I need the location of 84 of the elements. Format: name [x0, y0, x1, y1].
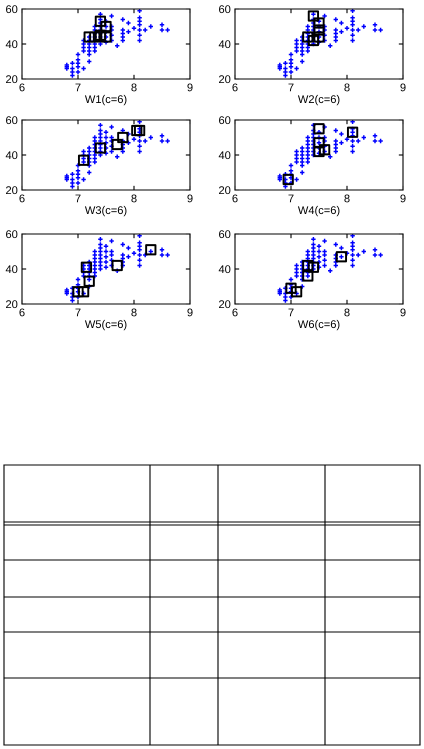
point	[112, 138, 123, 150]
x-tick-label: 9	[187, 308, 193, 316]
point	[336, 251, 348, 262]
y-tick-label: 60	[6, 5, 18, 14]
point	[318, 144, 330, 156]
point	[100, 20, 112, 32]
x-tick-label: 6	[19, 83, 25, 92]
x-tick-label: 9	[187, 83, 193, 92]
y-tick-label: 60	[219, 116, 230, 124]
x-tick-label: 7	[75, 308, 81, 316]
x-tick-label: 6	[19, 308, 25, 316]
x-tick-label: 7	[288, 308, 294, 316]
x-tick-label: 8	[131, 308, 137, 316]
x-tick-label: 6	[232, 83, 238, 92]
point	[134, 124, 146, 136]
y-tick-label: 60	[6, 230, 18, 238]
y-tick-label: 20	[219, 300, 230, 308]
y-tick-label: 40	[218, 265, 230, 274]
y-tick-label: 20	[6, 186, 18, 194]
point	[282, 174, 294, 186]
point	[346, 126, 358, 138]
point	[308, 10, 320, 22]
y-tick-label: 60	[219, 5, 230, 14]
y-tick-label: 40	[218, 151, 230, 160]
point	[313, 31, 325, 43]
point	[131, 124, 142, 136]
x-tick-label: 8	[344, 194, 350, 202]
y-tick-label: 20	[6, 75, 18, 84]
x-tick-label: 7	[288, 84, 294, 92]
x-axis-title: W2(c=6)	[298, 94, 340, 106]
point	[313, 137, 325, 148]
x-tick-label: 9	[187, 194, 193, 202]
point	[94, 30, 106, 41]
x-tick-label: 8	[344, 308, 350, 316]
point	[94, 142, 106, 154]
x-tick-label: 6	[19, 194, 25, 202]
point	[302, 270, 314, 282]
y-tick-label: 60	[219, 230, 230, 238]
point	[84, 276, 95, 287]
point	[94, 16, 106, 27]
y-tick-label: 40	[6, 265, 18, 274]
y-tick-label: 40	[6, 151, 18, 160]
x-tick-label: 8	[131, 83, 137, 92]
x-tick-label: 8	[131, 194, 137, 202]
point	[78, 286, 90, 298]
x-tick-label: 6	[232, 194, 238, 202]
x-tick-label: 7	[75, 194, 81, 202]
x-tick-label: 8	[344, 83, 350, 92]
y-tick-label: 40	[6, 40, 18, 48]
point	[117, 132, 128, 144]
x-tick-label: 6	[232, 308, 238, 316]
x-tick-label: 9	[400, 83, 406, 92]
point	[302, 260, 314, 272]
point	[313, 17, 325, 29]
x-tick-label: 7	[288, 194, 294, 202]
y-tick-label: 20	[219, 75, 230, 84]
point	[145, 244, 156, 256]
point	[302, 31, 314, 43]
point	[89, 31, 100, 43]
point	[84, 31, 95, 43]
point	[313, 146, 325, 158]
point	[285, 282, 297, 294]
x-tick-label: 9	[400, 194, 406, 202]
y-tick-label: 60	[6, 116, 18, 124]
point	[80, 262, 92, 273]
y-tick-label: 40	[218, 40, 230, 48]
x-axis-title: W3(c=6)	[84, 206, 126, 216]
x-axis-title: W1(c=6)	[84, 94, 126, 106]
point	[308, 34, 320, 46]
y-tick-label: 20	[219, 186, 230, 194]
x-axis-title: W5(c=6)	[84, 320, 126, 330]
x-axis-title: W4(c=6)	[298, 206, 340, 216]
point	[112, 260, 123, 272]
x-axis-title: W6(c=6)	[298, 320, 340, 330]
point	[313, 24, 325, 36]
x-tick-label: 7	[75, 84, 81, 92]
point	[308, 262, 320, 273]
point	[313, 123, 325, 134]
point	[290, 286, 302, 298]
point	[72, 286, 84, 298]
point	[100, 31, 112, 43]
x-tick-label: 9	[400, 308, 406, 316]
point	[78, 154, 90, 166]
y-tick-label: 20	[6, 300, 18, 308]
